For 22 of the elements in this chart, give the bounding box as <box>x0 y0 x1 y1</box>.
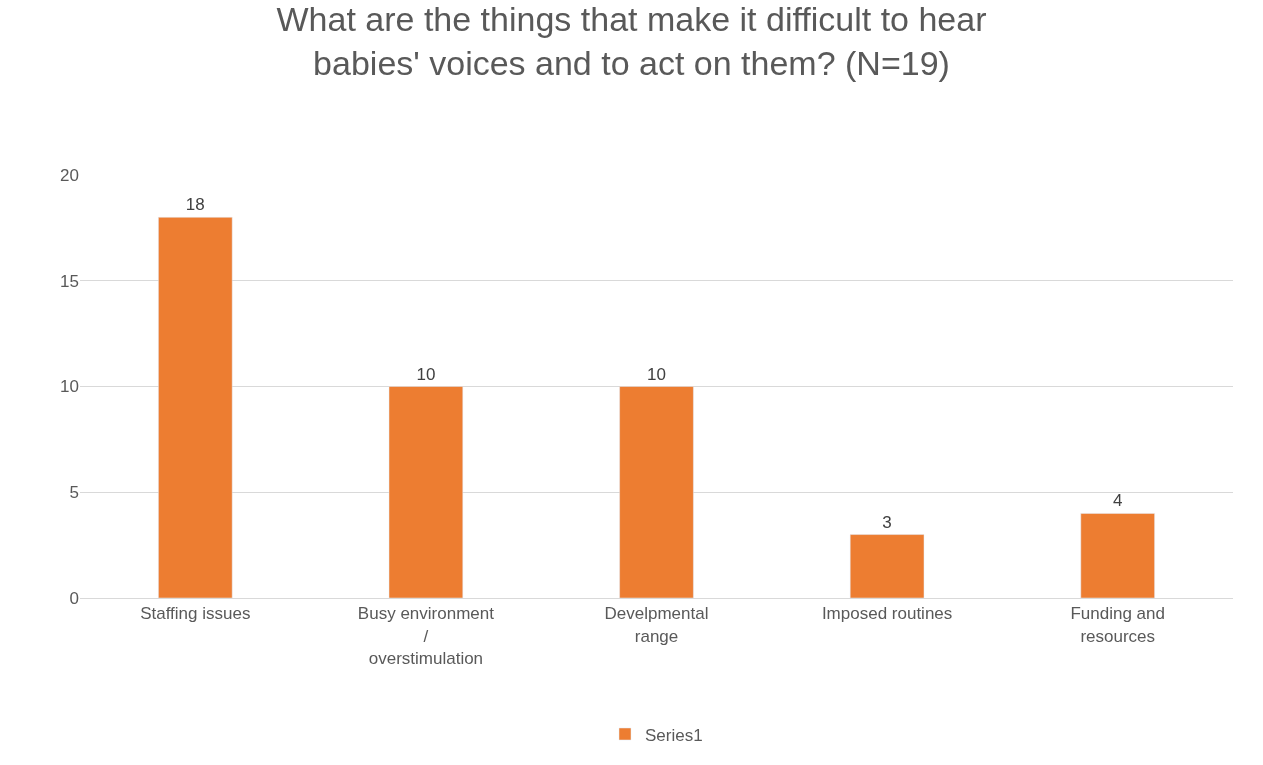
y-tick-label: 20 <box>60 165 79 185</box>
bar <box>1080 513 1155 598</box>
data-label: 4 <box>1112 491 1123 511</box>
bar <box>619 386 694 598</box>
bar <box>849 534 925 598</box>
y-tick-label: 15 <box>60 271 79 291</box>
data-label: 3 <box>882 512 892 532</box>
y-tick-label: 0 <box>69 588 79 608</box>
bar <box>158 217 233 598</box>
legend-label: Series1 <box>645 725 703 745</box>
y-tick-label: 5 <box>69 483 79 503</box>
chart-title: What are the things that make it difficult to hear babies' voices and to act on them? (N=19) <box>276 0 987 82</box>
x-tick-label: Staffing issues <box>140 604 251 624</box>
data-label: 18 <box>185 195 205 215</box>
x-tick-label: Imposed routines <box>821 604 953 624</box>
x-tick-label: Develpmental range <box>604 604 709 646</box>
data-label: 10 <box>416 364 436 384</box>
data-label: 10 <box>647 364 666 384</box>
y-tick-label: 10 <box>60 377 79 397</box>
bar <box>388 386 464 598</box>
x-tick-label: Busy environment / overstimulation <box>357 604 495 668</box>
x-tick-label: Funding and resources <box>1070 604 1165 646</box>
